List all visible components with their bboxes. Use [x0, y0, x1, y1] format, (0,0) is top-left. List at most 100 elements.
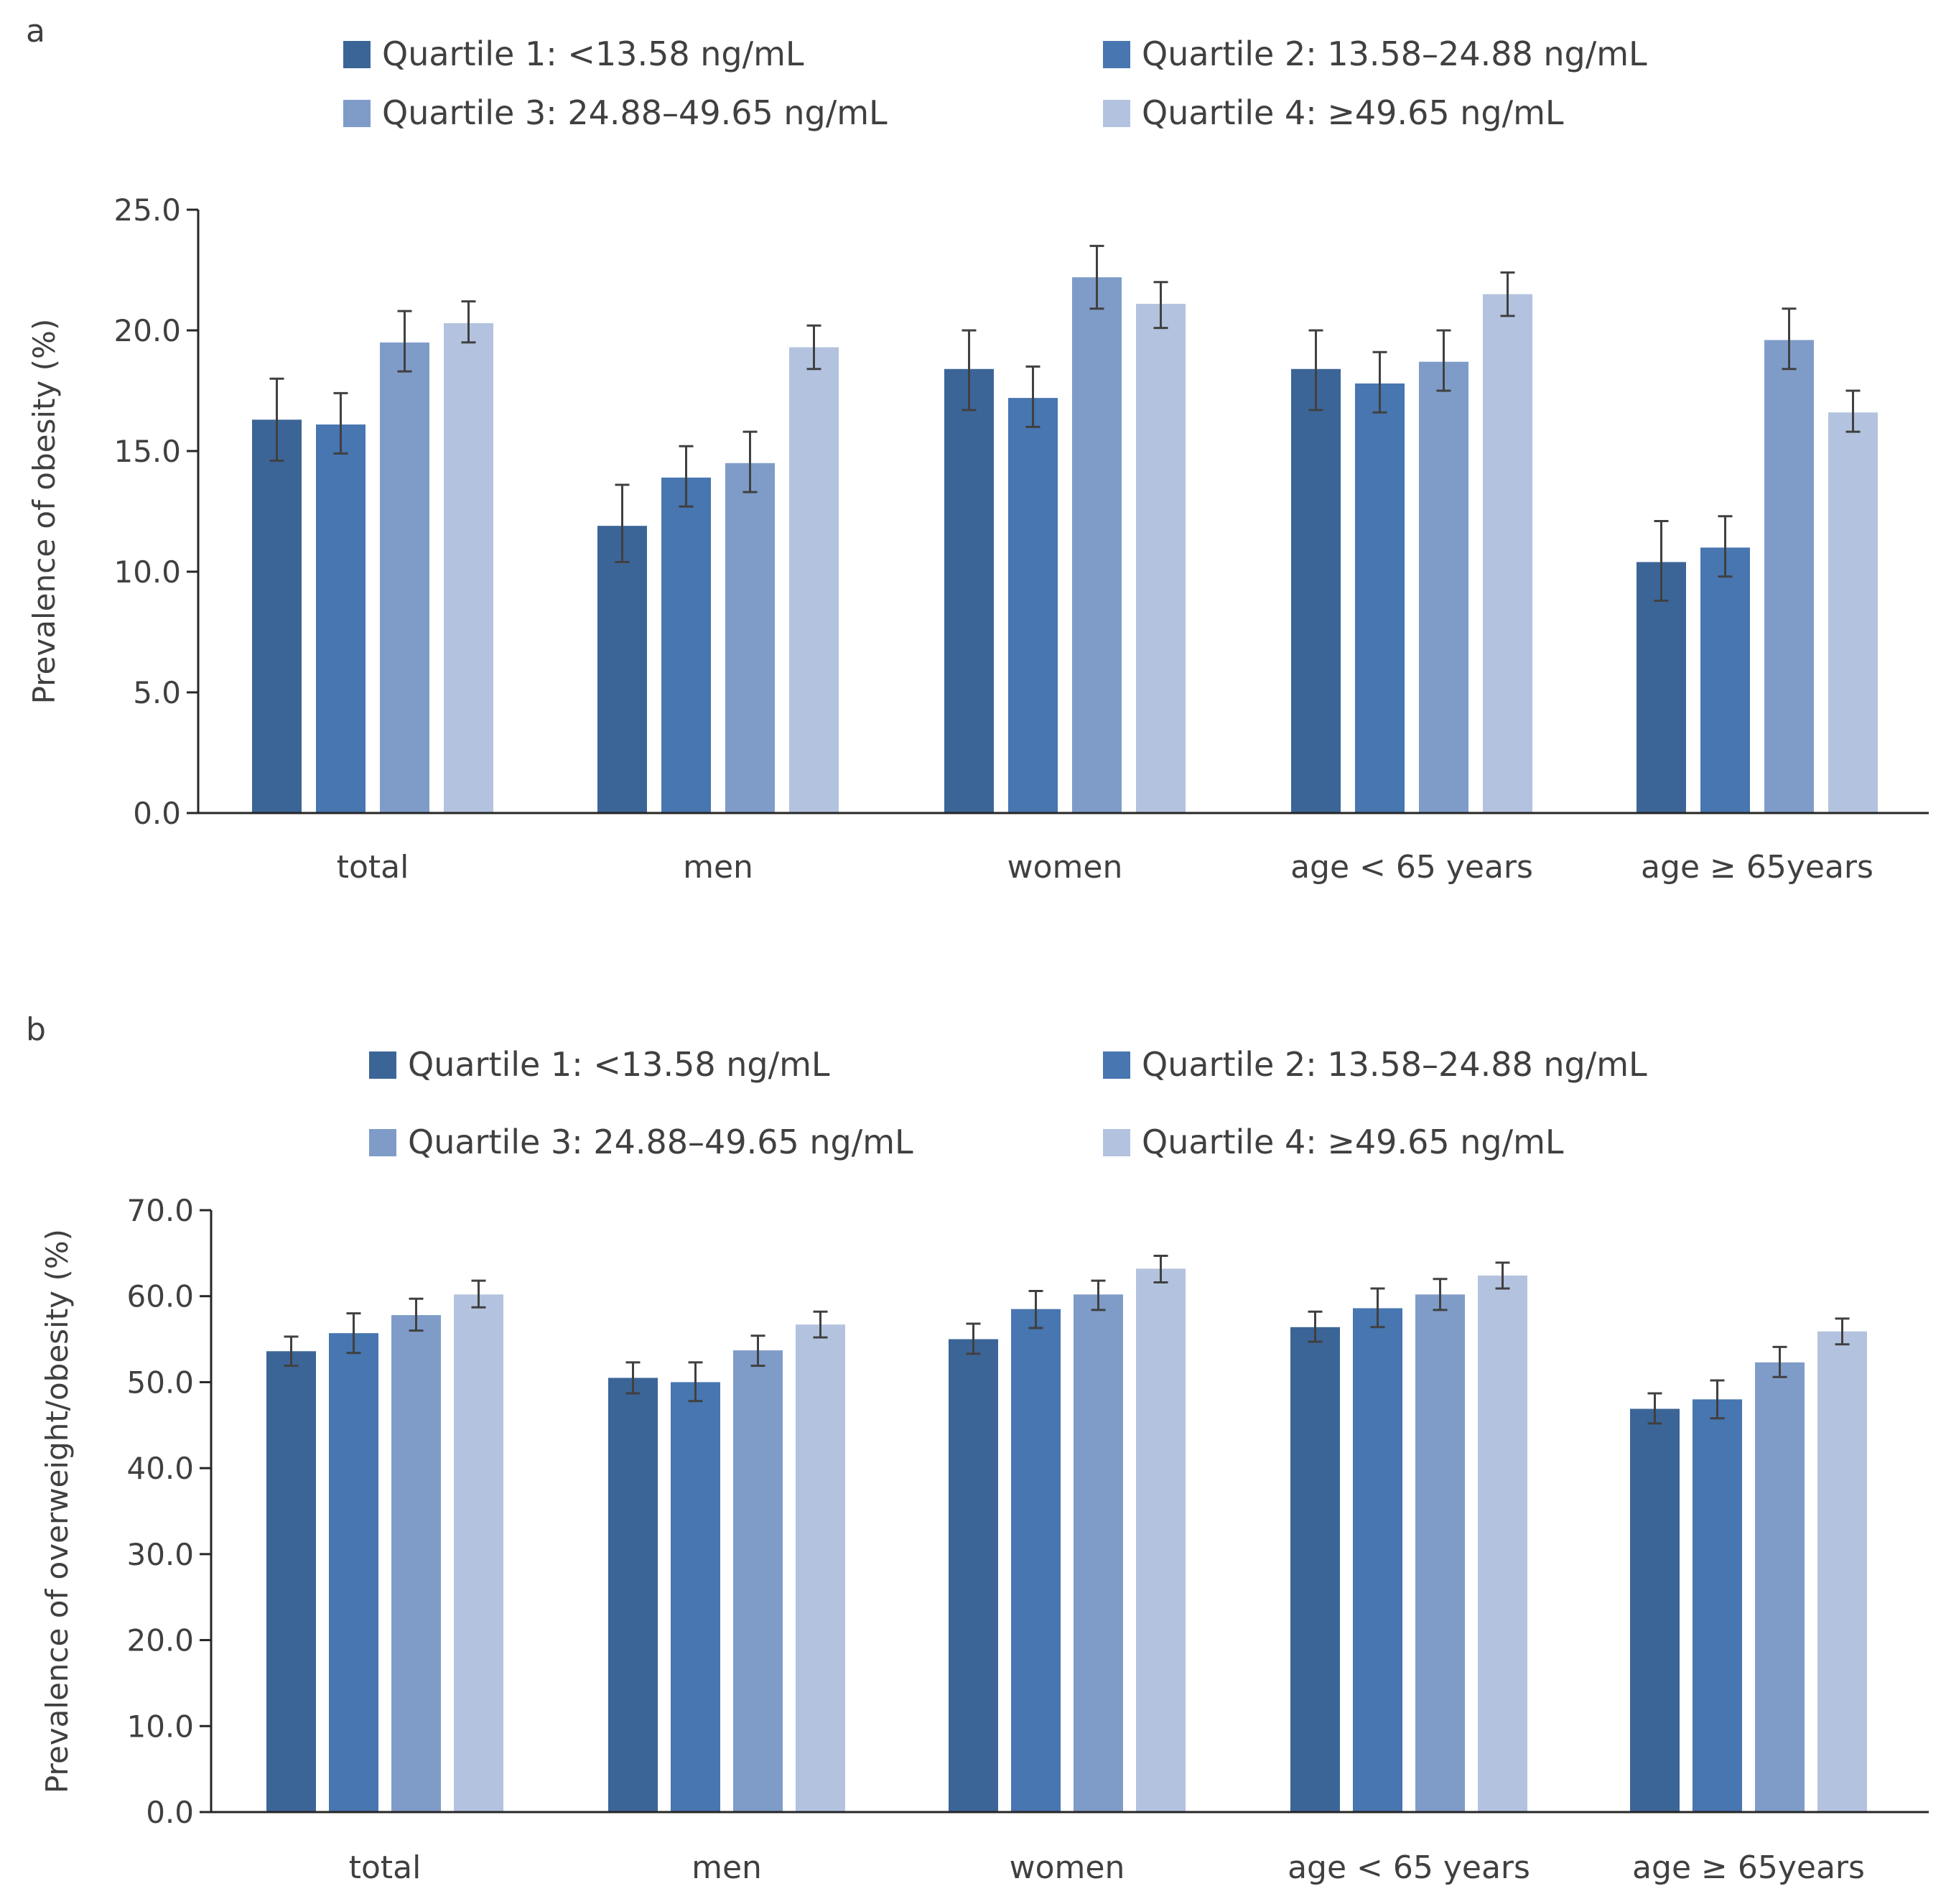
legend-label: Quartile 1: <13.58 ng/mL — [382, 34, 804, 73]
bar — [733, 1350, 783, 1812]
y-tick-label: 0.0 — [146, 1795, 194, 1830]
error-bar — [333, 391, 348, 455]
bar — [949, 1339, 998, 1812]
y-tick-label: 0.0 — [133, 796, 181, 831]
x-tick-label: men — [683, 849, 753, 886]
error-bar — [1495, 1261, 1510, 1290]
error-bar — [1772, 1345, 1787, 1378]
error-bar — [1308, 1310, 1323, 1343]
chart-panel-b: b Quartile 1: <13.58 ng/mL Quartile 2: 13.… — [26, 1011, 1929, 1886]
bar — [1478, 1275, 1527, 1812]
bar — [944, 368, 994, 813]
bar — [1755, 1362, 1805, 1812]
legend-swatch — [343, 100, 371, 127]
legend-swatch — [1103, 1051, 1130, 1079]
legend-label: Quartile 2: 13.58–24.88 ng/mL — [1142, 1045, 1647, 1084]
error-bar — [1718, 515, 1733, 578]
y-tick-label: 30.0 — [126, 1537, 194, 1572]
error-bar — [1028, 1290, 1043, 1329]
panel-label: b — [26, 1011, 46, 1048]
error-bar — [269, 377, 284, 462]
bar — [1700, 547, 1750, 813]
error-bar — [1710, 1379, 1725, 1420]
error-bar — [1654, 519, 1669, 602]
legend-swatch — [343, 41, 371, 68]
error-bar — [1091, 1279, 1106, 1311]
error-bar — [1153, 281, 1168, 330]
legend-label: Quartile 4: ≥49.65 ng/mL — [1142, 1123, 1564, 1161]
legend-swatch — [369, 1129, 396, 1156]
x-tick-label: age ≥ 65years — [1641, 849, 1873, 886]
bar — [1136, 304, 1186, 813]
panel-label: a — [26, 13, 45, 50]
error-bar — [688, 1361, 703, 1403]
legend-label: Quartile 1: <13.58 ng/mL — [408, 1045, 830, 1084]
x-tick-label: men — [692, 1849, 762, 1886]
bar — [597, 526, 647, 813]
bar — [1353, 1308, 1402, 1812]
y-tick-label: 10.0 — [126, 1709, 194, 1744]
bar — [454, 1294, 503, 1812]
bar — [789, 347, 839, 813]
y-tick-label: 10.0 — [113, 554, 181, 590]
bar — [1011, 1309, 1061, 1812]
x-tick-label: age ≥ 65years — [1632, 1849, 1865, 1886]
bar — [1693, 1399, 1742, 1812]
y-axis-title: Prevalence of overweight/obesity (%) — [39, 1229, 75, 1793]
error-bar — [1089, 244, 1104, 310]
bar — [316, 424, 366, 813]
bar — [1817, 1331, 1867, 1812]
bar — [1419, 361, 1468, 813]
legend-swatch — [1103, 100, 1130, 127]
error-bar — [1153, 1254, 1168, 1284]
error-bar — [750, 1334, 765, 1367]
bar — [1074, 1294, 1123, 1812]
bar — [1764, 340, 1814, 813]
x-tick-label: women — [1010, 1849, 1125, 1886]
y-axis-title: Prevalence of obesity (%) — [27, 319, 62, 705]
x-tick-label: women — [1007, 849, 1123, 886]
error-bar — [284, 1335, 299, 1367]
y-tick-label: 60.0 — [126, 1279, 194, 1314]
y-tick-label: 70.0 — [126, 1193, 194, 1228]
bar — [1415, 1294, 1465, 1812]
bar — [608, 1378, 658, 1812]
y-tick-label: 15.0 — [113, 434, 181, 469]
error-bar — [1433, 1278, 1448, 1311]
bar — [1072, 277, 1122, 814]
x-tick-label: total — [337, 849, 409, 886]
legend-label: Quartile 4: ≥49.65 ng/mL — [1142, 93, 1564, 132]
bar — [1008, 398, 1058, 813]
error-bar — [1782, 307, 1797, 371]
legend-label: Quartile 2: 13.58–24.88 ng/mL — [1142, 34, 1647, 73]
error-bar — [813, 1310, 828, 1339]
bar — [725, 463, 775, 813]
bar — [1828, 412, 1878, 813]
bar — [1136, 1268, 1186, 1812]
error-bar — [966, 1322, 981, 1355]
bar — [252, 419, 302, 813]
bar — [1290, 1327, 1340, 1812]
error-bar — [679, 445, 694, 508]
y-tick-label: 25.0 — [113, 192, 181, 228]
bar — [266, 1351, 316, 1812]
error-bar — [962, 329, 977, 412]
error-bar — [742, 430, 758, 493]
bar — [329, 1333, 378, 1812]
bar — [444, 322, 493, 813]
bar — [1483, 294, 1532, 814]
legend-swatch — [1103, 41, 1130, 68]
error-bar — [471, 1279, 486, 1309]
bar — [796, 1324, 845, 1812]
y-tick-label: 5.0 — [133, 675, 181, 710]
error-bar — [1647, 1392, 1662, 1425]
bar — [1637, 562, 1686, 813]
error-bar — [397, 310, 412, 373]
bar — [1291, 368, 1341, 813]
legend-swatch — [369, 1051, 396, 1079]
error-bar — [806, 324, 821, 371]
error-bar — [1308, 329, 1323, 412]
bar — [391, 1315, 441, 1812]
error-bar — [1845, 389, 1861, 433]
